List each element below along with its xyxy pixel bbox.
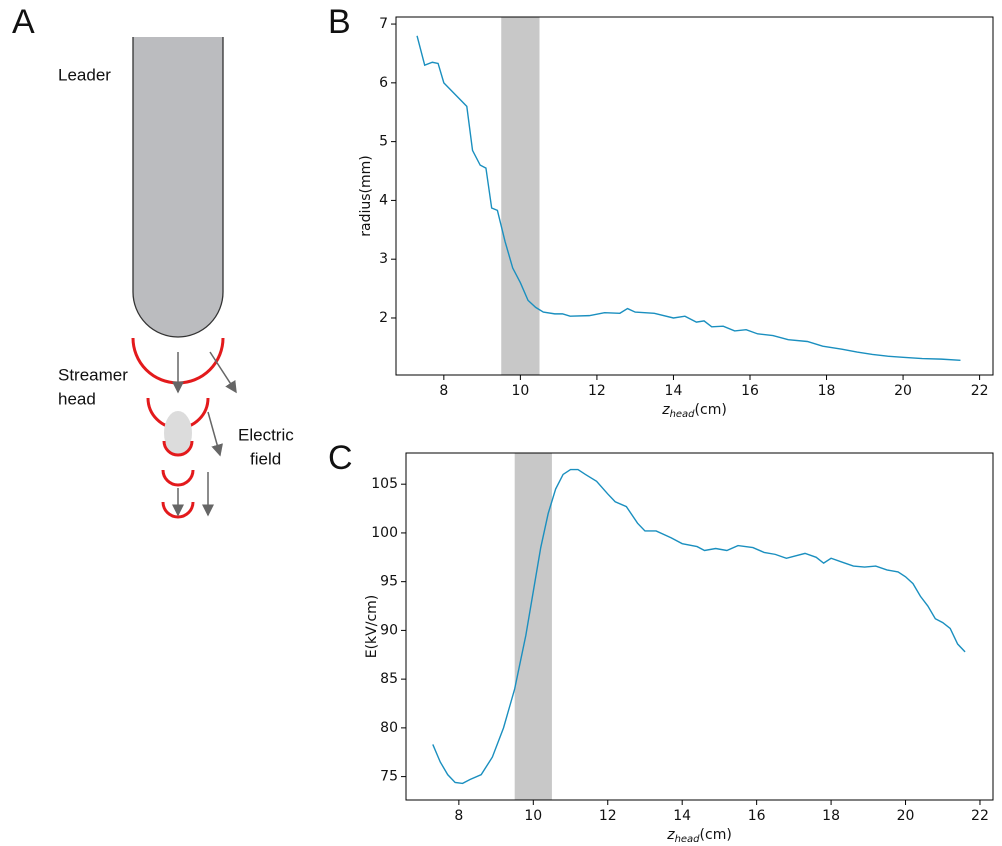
- y-tick-label: 80: [380, 720, 398, 736]
- y-axis-label: E(kV/cm): [364, 595, 380, 659]
- y-tick-label: 85: [380, 671, 398, 687]
- y-tick-label: 105: [371, 476, 398, 492]
- x-tick-label: 22: [971, 808, 989, 824]
- x-tick-label: 10: [511, 383, 529, 399]
- x-tick-label: 20: [894, 383, 912, 399]
- x-label-sub: head: [675, 834, 701, 845]
- panel-label: B: [328, 3, 351, 41]
- field-arrows: [172, 351, 237, 517]
- x-tick-label: 18: [822, 808, 840, 824]
- x-tick-label: 20: [897, 808, 915, 824]
- axes-frame: [395, 16, 994, 376]
- y-tick-label: 100: [371, 525, 398, 541]
- y-axis-label: radius(mm): [358, 155, 374, 236]
- x-label-unit: (cm): [695, 402, 727, 418]
- diagram-label: Streamer: [58, 365, 128, 384]
- streamer-fronts: [131, 337, 225, 519]
- highlight-span: [514, 453, 552, 800]
- x-label-unit: (cm): [700, 827, 732, 843]
- data-line: [416, 35, 961, 362]
- diagram-label: Leader: [58, 65, 111, 84]
- panel-label: C: [328, 439, 353, 477]
- y-tick-label: 90: [380, 622, 398, 638]
- leader-shape: [132, 37, 224, 338]
- x-label-var: z: [661, 402, 670, 418]
- x-tick-label: 16: [741, 383, 759, 399]
- streamer-diagram: Leader Streamer head Electric field: [58, 37, 294, 519]
- y-tick-label: 2: [379, 310, 388, 326]
- x-tick-label: 14: [665, 383, 683, 399]
- x-tick-label: 12: [588, 383, 606, 399]
- y-tick-label: 95: [380, 574, 398, 590]
- x-tick-label: 14: [673, 808, 691, 824]
- y-tick-label: 5: [379, 134, 388, 150]
- x-tick-label: 18: [818, 383, 836, 399]
- highlight-span: [501, 17, 540, 375]
- y-tick-label: 75: [380, 769, 398, 785]
- y-tick-label: 3: [379, 251, 388, 267]
- data-line: [432, 468, 966, 785]
- x-axis-label: zhead(cm): [661, 402, 727, 420]
- x-label-var: z: [666, 827, 675, 843]
- x-label-sub: head: [670, 409, 696, 420]
- y-tick-label: 4: [379, 192, 388, 208]
- diagram-label: Electric: [238, 425, 294, 444]
- x-tick-label: 22: [971, 383, 989, 399]
- diagram-label: field: [250, 449, 281, 468]
- x-tick-label: 8: [454, 808, 463, 824]
- x-tick-label: 12: [599, 808, 617, 824]
- x-tick-label: 8: [439, 383, 448, 399]
- diagram-label: head: [58, 389, 96, 408]
- axes-frame: [405, 452, 994, 801]
- panel-label: A: [12, 3, 35, 41]
- y-tick-label: 6: [379, 75, 388, 91]
- x-tick-label: 10: [524, 808, 542, 824]
- x-axis-label: zhead(cm): [666, 827, 732, 845]
- x-tick-label: 16: [748, 808, 766, 824]
- y-tick-label: 7: [379, 16, 388, 32]
